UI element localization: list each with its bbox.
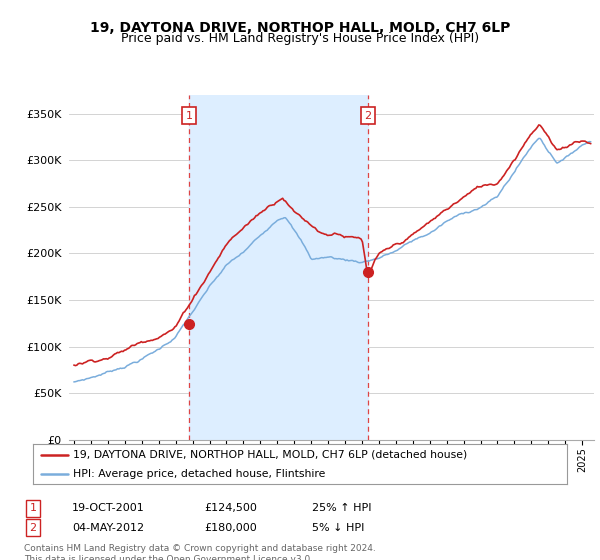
Text: £124,500: £124,500 [204, 503, 257, 514]
Text: 1: 1 [186, 111, 193, 120]
Text: 25% ↑ HPI: 25% ↑ HPI [312, 503, 371, 514]
Text: 5% ↓ HPI: 5% ↓ HPI [312, 522, 364, 533]
Text: £180,000: £180,000 [204, 522, 257, 533]
Text: Contains HM Land Registry data © Crown copyright and database right 2024.
This d: Contains HM Land Registry data © Crown c… [24, 544, 376, 560]
Text: 19, DAYTONA DRIVE, NORTHOP HALL, MOLD, CH7 6LP (detached house): 19, DAYTONA DRIVE, NORTHOP HALL, MOLD, C… [73, 450, 467, 460]
Text: 1: 1 [29, 503, 37, 514]
Text: HPI: Average price, detached house, Flintshire: HPI: Average price, detached house, Flin… [73, 469, 325, 478]
Text: 19, DAYTONA DRIVE, NORTHOP HALL, MOLD, CH7 6LP: 19, DAYTONA DRIVE, NORTHOP HALL, MOLD, C… [90, 21, 510, 35]
Text: Price paid vs. HM Land Registry's House Price Index (HPI): Price paid vs. HM Land Registry's House … [121, 32, 479, 45]
Text: 2: 2 [29, 522, 37, 533]
Text: 04-MAY-2012: 04-MAY-2012 [72, 522, 144, 533]
Bar [189, 95, 368, 440]
Text: 19-OCT-2001: 19-OCT-2001 [72, 503, 145, 514]
Text: 2: 2 [364, 111, 371, 120]
